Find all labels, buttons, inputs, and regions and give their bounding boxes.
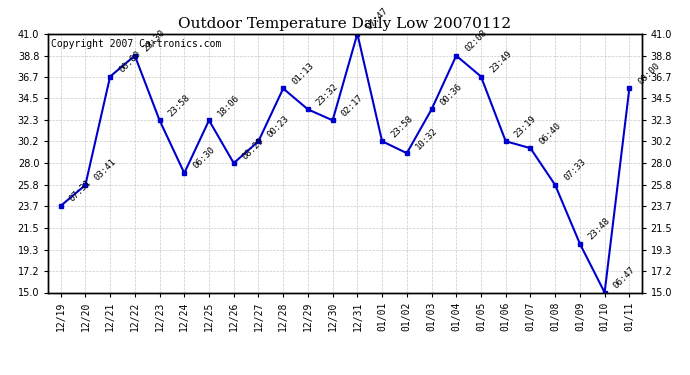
Text: 23:49: 23:49	[488, 49, 513, 74]
Title: Outdoor Temperature Daily Low 20070112: Outdoor Temperature Daily Low 20070112	[179, 17, 511, 31]
Text: 18:06: 18:06	[216, 93, 241, 118]
Text: 03:41: 03:41	[92, 158, 118, 183]
Text: 02:17: 02:17	[339, 93, 365, 118]
Text: 07:31: 07:31	[68, 178, 93, 204]
Text: 00:00: 00:00	[117, 49, 142, 74]
Text: 23:48: 23:48	[586, 216, 612, 242]
Text: 06:30: 06:30	[191, 146, 217, 171]
Text: 07:47: 07:47	[364, 6, 390, 32]
Text: 23:19: 23:19	[513, 114, 538, 139]
Text: 07:33: 07:33	[562, 158, 587, 183]
Text: 10:32: 10:32	[414, 126, 439, 151]
Text: 06:40: 06:40	[538, 121, 563, 146]
Text: 23:30: 23:30	[141, 28, 167, 54]
Text: 00:00: 00:00	[636, 61, 662, 86]
Text: 00:36: 00:36	[438, 82, 464, 107]
Text: Copyright 2007 Cartronics.com: Copyright 2007 Cartronics.com	[51, 39, 221, 49]
Text: 23:32: 23:32	[315, 82, 340, 107]
Text: 23:58: 23:58	[389, 114, 415, 139]
Text: 23:58: 23:58	[166, 93, 192, 118]
Text: 01:13: 01:13	[290, 61, 315, 86]
Text: 06:47: 06:47	[611, 265, 637, 290]
Text: 08:29: 08:29	[241, 136, 266, 161]
Text: 02:08: 02:08	[463, 28, 489, 54]
Text: 00:23: 00:23	[266, 114, 290, 139]
